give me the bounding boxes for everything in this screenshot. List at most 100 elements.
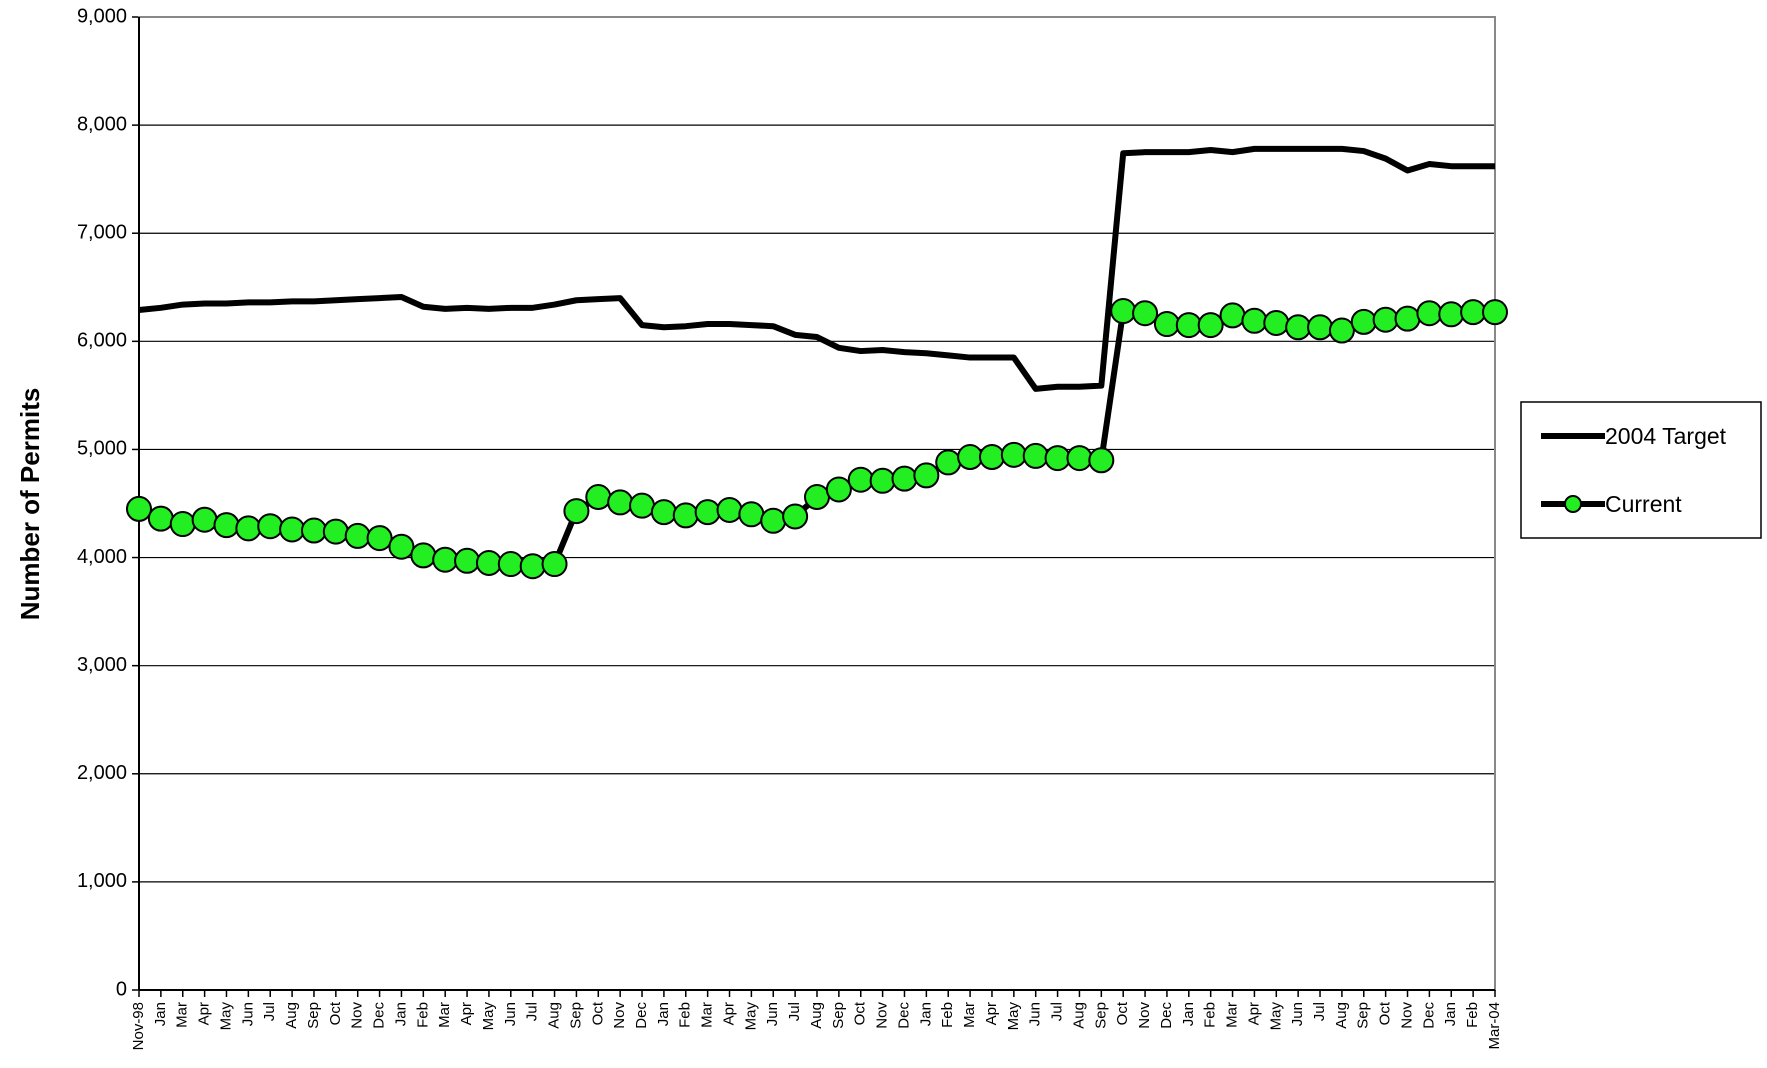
x-tick-label: Jan (152, 1002, 169, 1026)
point (716, 496, 743, 523)
point (1132, 300, 1159, 327)
point (694, 499, 721, 526)
x-tick-label: Nov (349, 1002, 366, 1029)
point (1350, 308, 1377, 335)
x-tick-label: May (1005, 1002, 1022, 1031)
point (760, 507, 787, 534)
point (1219, 302, 1246, 329)
legend-label: 2004 Target (1605, 423, 1727, 449)
point (825, 476, 852, 503)
x-tick-label: Apr (983, 1002, 1000, 1025)
y-tick-label: 4,000 (77, 546, 127, 568)
legend-label: Current (1605, 491, 1682, 517)
x-tick-label: Jul (261, 1002, 278, 1021)
point (935, 449, 962, 476)
x-tick-label: Sep (1092, 1002, 1109, 1029)
point (1066, 445, 1093, 472)
x-tick-label: May (480, 1002, 497, 1031)
point (1394, 305, 1421, 332)
point (1088, 447, 1115, 474)
point (978, 444, 1005, 471)
x-tick-label: Feb (1202, 1002, 1219, 1028)
point (1044, 445, 1071, 472)
x-tick-label: Sep (305, 1002, 322, 1029)
x-tick-label: Jan (1442, 1002, 1459, 1026)
legend-marker (1564, 495, 1582, 513)
point (344, 522, 371, 549)
point (1482, 299, 1508, 326)
point (738, 501, 765, 528)
y-tick-label: 0 (116, 978, 127, 1000)
point (1460, 299, 1487, 326)
point (1328, 317, 1355, 344)
point (1110, 298, 1137, 325)
x-tick-label: Jul (524, 1002, 541, 1021)
point (191, 506, 218, 533)
point (1022, 442, 1049, 469)
x-tick-label: Sep (1355, 1002, 1372, 1029)
x-tick-label: Aug (1333, 1002, 1350, 1029)
y-tick-label: 7,000 (77, 222, 127, 244)
x-tick-label: Oct (852, 1001, 869, 1025)
x-tick-label: Jul (786, 1002, 803, 1021)
x-tick-label: Dec (633, 1002, 650, 1029)
point (432, 546, 459, 573)
point (1438, 301, 1465, 328)
x-tick-label: Aug (546, 1002, 563, 1029)
point (1307, 314, 1334, 341)
y-tick-label: 3,000 (77, 654, 127, 676)
x-tick-label: Apr (1245, 1002, 1262, 1025)
x-tick-label: Jun (239, 1002, 256, 1026)
x-tick-label: May (742, 1002, 759, 1031)
point (1285, 314, 1312, 341)
point (1372, 306, 1399, 333)
y-tick-label: 2,000 (77, 762, 127, 784)
x-tick-label: Feb (677, 1002, 694, 1028)
x-tick-label: Oct (1114, 1001, 1131, 1025)
y-tick-label: 9,000 (77, 5, 127, 27)
point (475, 549, 502, 576)
x-tick-label: Jan (655, 1002, 672, 1026)
x-tick-label: May (217, 1002, 234, 1031)
x-tick-label: Jan (1180, 1002, 1197, 1026)
point (1241, 307, 1268, 334)
x-tick-label: Nov-98 (130, 1002, 147, 1050)
y-tick-label: 1,000 (77, 870, 127, 892)
point (410, 542, 437, 569)
point (388, 533, 415, 560)
x-tick-label: Nov (1398, 1002, 1415, 1029)
x-tick-label: Aug (808, 1002, 825, 1029)
x-tick-label: Aug (283, 1002, 300, 1029)
point (1263, 309, 1290, 336)
point (257, 513, 284, 540)
point (629, 492, 656, 519)
x-tick-label: Apr (720, 1002, 737, 1025)
x-tick-label: Nov (874, 1002, 891, 1029)
point (607, 489, 634, 516)
point (1175, 312, 1202, 339)
x-tick-label: Mar (1224, 1002, 1241, 1028)
point (957, 444, 984, 471)
legend-box (1520, 401, 1762, 539)
x-tick-label: Dec (371, 1002, 388, 1029)
x-tick-label: Feb (414, 1002, 431, 1028)
point (1416, 300, 1443, 327)
point (804, 484, 830, 511)
point (891, 465, 918, 492)
point (869, 467, 896, 494)
x-tick-label: Jul (1049, 1002, 1066, 1021)
x-tick-label: Aug (1070, 1002, 1087, 1029)
point (519, 553, 546, 580)
x-tick-label: Oct (589, 1001, 606, 1025)
point (585, 484, 612, 511)
point (782, 503, 809, 530)
x-tick-label: Jun (764, 1002, 781, 1026)
x-tick-label: Jun (502, 1002, 519, 1026)
series-line (138, 145, 1495, 392)
x-tick-label: Jun (1027, 1002, 1044, 1026)
x-tick-label: Oct (327, 1001, 344, 1025)
x-tick-label: Dec (895, 1002, 912, 1029)
x-tick-label: Feb (1464, 1002, 1481, 1028)
point (454, 547, 481, 574)
y-tick-label: 8,000 (77, 113, 127, 135)
